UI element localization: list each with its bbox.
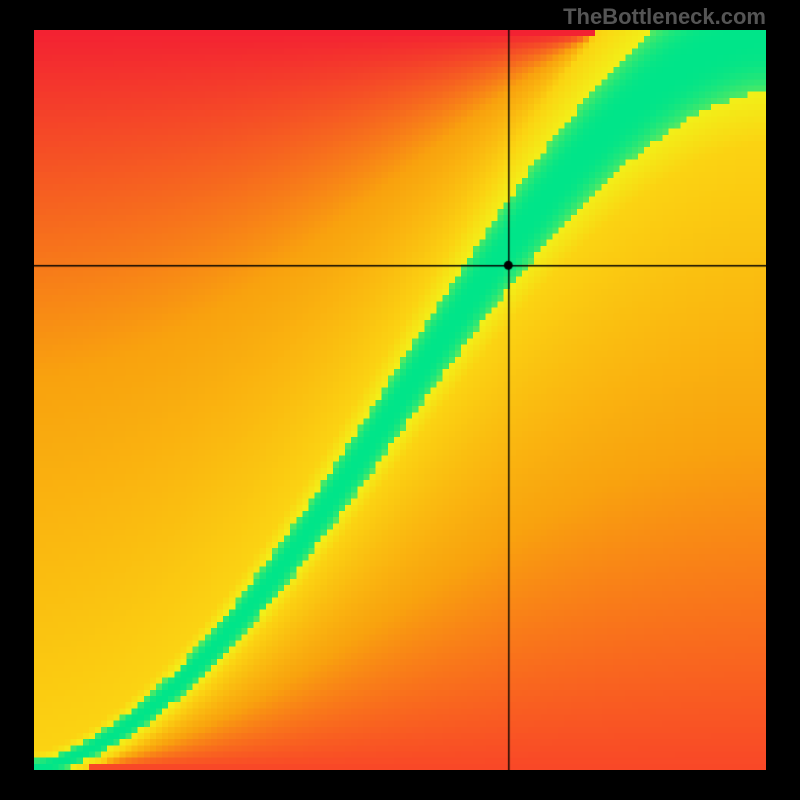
chart-container: TheBottleneck.com bbox=[0, 0, 800, 800]
crosshair-overlay bbox=[34, 30, 766, 770]
watermark-label: TheBottleneck.com bbox=[563, 4, 766, 30]
